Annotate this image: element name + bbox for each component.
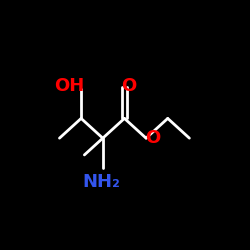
Text: NH₂: NH₂: [82, 173, 120, 191]
Text: O: O: [145, 129, 160, 147]
Text: O: O: [122, 76, 137, 94]
Text: OH: OH: [54, 76, 84, 94]
